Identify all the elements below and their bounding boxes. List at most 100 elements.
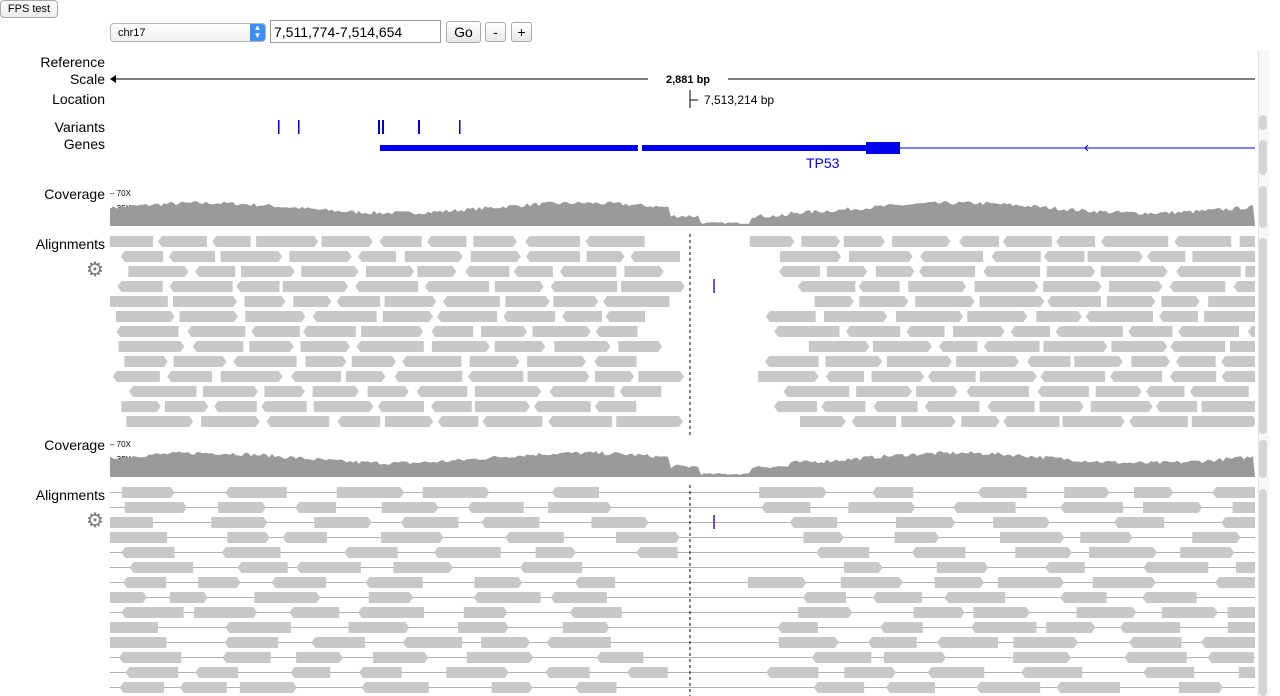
alignment-read[interactable]	[1221, 371, 1255, 382]
alignment-read[interactable]	[1046, 266, 1096, 277]
alignment-read[interactable]	[481, 517, 540, 528]
alignment-read[interactable]	[779, 251, 842, 262]
alignment-read[interactable]	[110, 592, 147, 603]
alignment-read[interactable]	[1221, 356, 1255, 367]
alignment-read[interactable]	[241, 266, 295, 277]
alignment-read[interactable]	[824, 311, 888, 322]
alignment-read[interactable]	[551, 487, 599, 498]
alignment-read[interactable]	[218, 502, 266, 513]
alignment-read[interactable]	[1133, 487, 1174, 498]
alignment-read[interactable]	[110, 622, 159, 633]
alignment-read[interactable]	[915, 296, 975, 307]
alignment-read[interactable]	[773, 401, 818, 412]
alignment-read[interactable]	[201, 416, 260, 427]
alignment-read[interactable]	[1055, 326, 1123, 337]
alignment-read[interactable]	[1192, 251, 1255, 262]
alignment-read[interactable]	[545, 667, 590, 678]
alignment-read[interactable]	[110, 236, 154, 247]
alignment-read[interactable]	[296, 652, 343, 663]
alignment-read[interactable]	[346, 371, 386, 382]
alignment-read[interactable]	[214, 401, 257, 412]
alignment-read[interactable]	[119, 682, 164, 693]
alignment-read[interactable]	[1056, 236, 1096, 247]
alignment-read[interactable]	[373, 652, 429, 663]
alignment-read[interactable]	[618, 341, 663, 352]
alignment-read[interactable]	[586, 251, 625, 262]
alignment-read[interactable]	[264, 386, 305, 397]
alignment-read[interactable]	[1046, 622, 1096, 633]
alignment-read[interactable]	[1015, 547, 1072, 558]
alignment-read[interactable]	[1247, 326, 1255, 337]
alignment-read[interactable]	[192, 341, 244, 352]
alignment-read[interactable]	[179, 682, 227, 693]
alignment-read[interactable]	[244, 296, 286, 307]
alignment-read[interactable]	[991, 251, 1041, 262]
alignment-read[interactable]	[1212, 487, 1255, 498]
alignment-read[interactable]	[404, 251, 463, 262]
alignment-read[interactable]	[559, 266, 617, 277]
alignment-read[interactable]	[553, 296, 599, 307]
alignment-read[interactable]	[237, 562, 288, 573]
alignment-read[interactable]	[872, 341, 932, 352]
alignment-read[interactable]	[1043, 341, 1108, 352]
alignment-read[interactable]	[168, 251, 216, 262]
alignment-read[interactable]	[437, 311, 498, 322]
alignment-read[interactable]	[1064, 487, 1110, 498]
alignment-read[interactable]	[987, 401, 1035, 412]
variant-mark[interactable]	[278, 120, 280, 134]
alignment-read[interactable]	[908, 281, 967, 292]
alignment-read[interactable]	[761, 502, 811, 513]
scrollbar-thumb[interactable]	[1259, 440, 1267, 478]
alignment-read[interactable]	[525, 236, 581, 247]
alignment-read[interactable]	[1161, 296, 1200, 307]
alignment-read[interactable]	[1090, 401, 1153, 412]
alignment-read[interactable]	[1146, 386, 1185, 397]
alignment-read[interactable]	[481, 637, 531, 648]
alignment-read[interactable]	[971, 622, 1037, 633]
alignment-read[interactable]	[868, 637, 917, 648]
alignment-read[interactable]	[481, 326, 528, 337]
alignment-read[interactable]	[533, 401, 591, 412]
alignment-read[interactable]	[116, 311, 175, 322]
alignment-read[interactable]	[1100, 266, 1168, 277]
alignment-read[interactable]	[157, 236, 207, 247]
alignment-read[interactable]	[844, 667, 897, 678]
alignment-read[interactable]	[225, 622, 291, 633]
alignment-read[interactable]	[433, 547, 501, 558]
alignment-read[interactable]	[848, 251, 913, 262]
go-button[interactable]: Go	[446, 21, 481, 43]
alignment-read[interactable]	[358, 667, 402, 678]
alignment-read[interactable]	[442, 296, 500, 307]
alignment-read[interactable]	[1207, 652, 1254, 663]
alignment-read[interactable]	[254, 592, 321, 603]
alignment-read[interactable]	[224, 637, 279, 648]
alignment-read[interactable]	[402, 356, 462, 367]
scrollbar-thumb[interactable]	[1259, 140, 1267, 175]
alignment-read[interactable]	[348, 622, 410, 633]
alignment-read[interactable]	[351, 356, 396, 367]
alignment-read[interactable]	[1080, 532, 1133, 543]
alignment-read[interactable]	[463, 607, 508, 618]
alignment-read[interactable]	[1238, 667, 1255, 678]
alignment-read[interactable]	[125, 667, 179, 678]
alignment-read[interactable]	[636, 547, 678, 558]
alignment-read[interactable]	[605, 311, 646, 322]
alignment-read[interactable]	[798, 607, 853, 618]
alignment-read[interactable]	[289, 251, 352, 262]
alignment-read[interactable]	[858, 281, 900, 292]
alignment-read[interactable]	[239, 682, 297, 693]
alignment-read[interactable]	[118, 341, 185, 352]
alignment-read[interactable]	[290, 667, 331, 678]
coverage-track-1[interactable]	[110, 190, 1255, 226]
alignment-read[interactable]	[336, 296, 381, 307]
alignment-read[interactable]	[1060, 592, 1107, 603]
alignment-read[interactable]	[872, 592, 922, 603]
alignment-read[interactable]	[491, 682, 533, 693]
alignment-read[interactable]	[1221, 517, 1255, 528]
alignment-read[interactable]	[313, 401, 374, 412]
alignment-read[interactable]	[1043, 281, 1102, 292]
scrollbar-thumb[interactable]	[1259, 115, 1267, 130]
alignment-read[interactable]	[1161, 607, 1218, 618]
alignment-read[interactable]	[1124, 652, 1187, 663]
alignment-read[interactable]	[424, 281, 490, 292]
